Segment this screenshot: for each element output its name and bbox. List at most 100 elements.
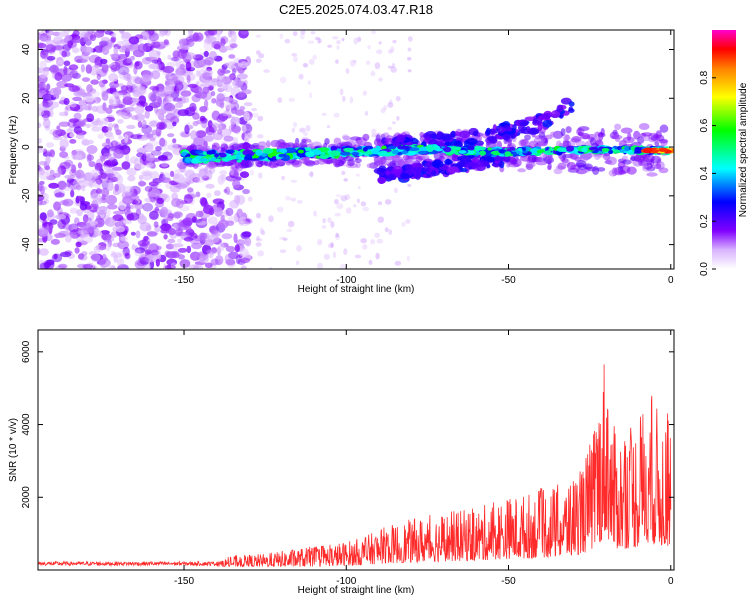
spectrogram-blob <box>189 102 197 112</box>
spectrogram-blob <box>364 111 368 116</box>
spectrogram-blob <box>38 247 41 255</box>
spectrogram-blob <box>80 254 88 261</box>
spectrogram-blob <box>64 83 75 88</box>
spectrogram-blob <box>210 90 216 97</box>
spectrogram-blob <box>81 251 88 256</box>
spectrogram-blob <box>163 85 174 95</box>
x-tick-label: -150 <box>174 576 194 587</box>
spectrogram-blob <box>279 33 284 39</box>
spectrogram-blob <box>73 90 84 97</box>
spectrogram-blob <box>125 153 130 163</box>
spectrogram-blob <box>188 30 194 36</box>
spectrogram-blob <box>374 62 381 70</box>
spectrogram-blob <box>153 221 159 228</box>
spectrogram-blob <box>137 147 147 153</box>
spectrogram-blob <box>290 197 297 202</box>
spectrogram-blob <box>255 58 262 63</box>
spectrogram-blob <box>293 121 297 128</box>
spectrogram-blob <box>292 31 298 37</box>
spectrogram-blob <box>277 97 283 103</box>
spectrogram-blob <box>281 175 285 181</box>
spectrogram-blob <box>627 132 632 141</box>
spectrogram-blob <box>345 68 350 74</box>
spectrogram-blob <box>90 169 101 177</box>
spectrogram-blob <box>221 76 232 85</box>
spectrogram-blob <box>88 180 93 187</box>
spectrogram-blob <box>334 234 341 240</box>
spectrogram-blob <box>195 119 208 125</box>
spectrogram-blob <box>121 44 133 52</box>
spectrogram-blob <box>70 189 75 198</box>
spectrogram-blob <box>149 210 159 220</box>
spectrogram-blob <box>81 235 94 244</box>
spectrogram-blob <box>215 158 221 163</box>
spectrogram-blob <box>55 214 67 220</box>
spectrogram-blob <box>149 120 158 127</box>
spectrogram-blob <box>110 64 118 73</box>
spectrogram-blob <box>321 112 327 116</box>
spectrogram-blob <box>362 244 368 250</box>
spectrogram-blob <box>94 179 101 189</box>
spectrogram-blob <box>56 80 68 89</box>
spectrogram-blob <box>211 98 217 104</box>
spectrogram-blob <box>46 55 56 61</box>
spectrogram-blob <box>142 119 147 129</box>
spectrogram-blob <box>257 134 264 139</box>
y-tick-label: -40 <box>21 237 32 252</box>
spectrogram-blob <box>565 126 572 134</box>
spectrogram-blob <box>489 136 498 144</box>
spectrogram-blob <box>94 230 103 237</box>
spectrogram-blob <box>125 85 133 94</box>
spectrogram-y-label: Frequency (Hz) <box>8 116 19 185</box>
spectrogram-blob <box>223 62 230 67</box>
spectrogram-blob <box>134 61 140 67</box>
spectrogram-blob <box>216 79 223 88</box>
spectrogram-blob <box>104 217 117 227</box>
spectrogram-blob <box>333 137 342 145</box>
snr-x-label: Height of straight line (km) <box>298 585 415 596</box>
spectrogram-blob <box>134 77 143 85</box>
spectrogram-blob <box>114 104 126 109</box>
spectrogram-blob <box>278 153 287 158</box>
spectrogram-blob <box>340 151 351 156</box>
spectrogram-blob <box>99 120 104 129</box>
spectrogram-blob <box>658 138 669 144</box>
spectrogram-blob <box>139 222 151 232</box>
spectrogram-blob <box>168 143 179 151</box>
spectrogram-blob <box>562 136 571 141</box>
spectrogram-blob <box>618 170 627 175</box>
spectrogram-blob <box>318 38 322 44</box>
spectrogram-blob <box>231 79 244 88</box>
spectrogram-blob <box>54 192 65 198</box>
spectrogram-blob <box>231 125 241 133</box>
spectrogram-blob <box>82 264 94 269</box>
spectrogram-blob <box>135 230 141 239</box>
spectrogram-blob <box>223 135 234 142</box>
spectrogram-blob <box>170 57 180 62</box>
spectrogram-blob <box>204 262 213 269</box>
spectrogram-blob <box>396 135 406 143</box>
spectrogram-blob <box>76 209 83 217</box>
spectrogram-blob <box>42 99 54 107</box>
spectrogram-blob <box>90 88 97 94</box>
spectrogram-blob <box>407 69 412 73</box>
spectrogram-blob <box>203 135 214 142</box>
spectrogram-blob <box>333 112 340 118</box>
spectrogram-y-ticks: -40 -20 0 20 40 <box>21 44 674 252</box>
spectrogram-blob <box>578 126 590 132</box>
spectrogram-blob <box>137 43 147 54</box>
spectrogram-blob <box>387 65 393 69</box>
spectrogram-blob <box>57 165 67 175</box>
spectrogram-blob <box>224 101 232 110</box>
x-tick-label: -50 <box>501 275 516 286</box>
spectrogram-blob <box>417 150 428 155</box>
spectrogram-blob <box>239 257 251 264</box>
spectrogram-blob <box>374 232 380 238</box>
spectrogram-blob <box>335 194 342 198</box>
spectrogram-blob <box>173 58 178 63</box>
spectrogram-blob <box>173 223 179 230</box>
spectrogram-blob <box>302 63 309 68</box>
spectrogram-blob <box>327 44 333 48</box>
spectrogram-blob <box>110 231 118 238</box>
